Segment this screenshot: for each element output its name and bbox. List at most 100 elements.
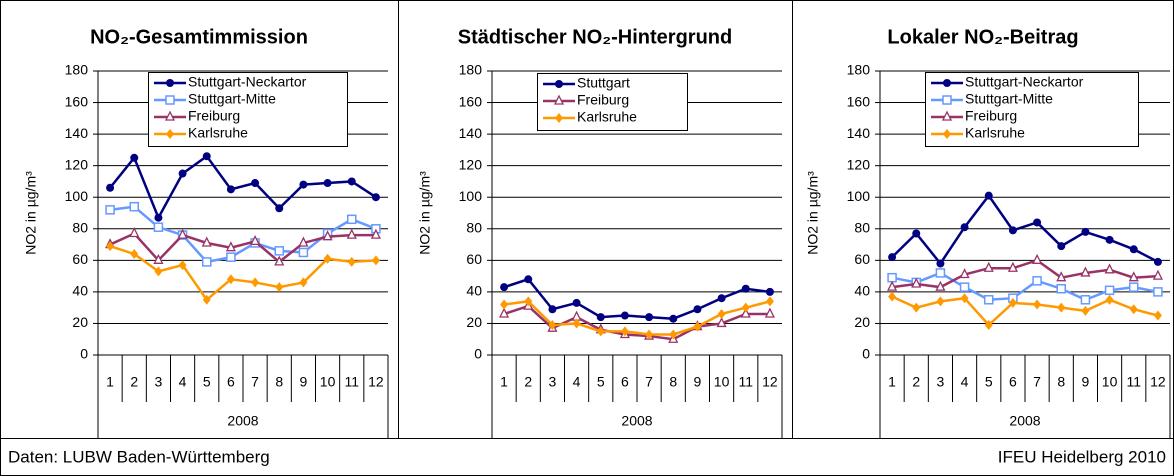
y-tick-label: 0 — [474, 346, 482, 362]
x-tick-label: 2 — [130, 374, 138, 390]
marker — [960, 223, 969, 232]
marker — [106, 241, 115, 252]
y-tick-label: 160 — [65, 93, 89, 109]
footer-credit: IFEU Heidelberg 2010 — [998, 447, 1166, 466]
series-line — [503, 300, 771, 336]
marker — [1056, 271, 1067, 282]
marker — [887, 272, 897, 283]
marker — [1080, 266, 1091, 277]
marker — [984, 295, 994, 305]
marker — [555, 80, 563, 88]
marker — [323, 179, 332, 188]
marker — [165, 95, 175, 105]
series-line — [109, 244, 376, 302]
marker — [1032, 276, 1042, 286]
marker — [1129, 304, 1138, 315]
marker — [1129, 245, 1138, 254]
x-tick-label: 3 — [549, 374, 557, 390]
x-tick-label: 5 — [985, 374, 993, 390]
y-tick-label: 140 — [847, 125, 871, 141]
x-tick-label: 3 — [155, 374, 163, 390]
marker — [166, 129, 174, 139]
marker — [1008, 226, 1017, 235]
y-tick-label: 40 — [72, 283, 88, 299]
marker — [716, 316, 727, 328]
series-line — [891, 258, 1158, 289]
x-tick-label: 4 — [573, 374, 581, 390]
marker — [275, 204, 284, 213]
y-axis-label: NO2 in µg/m³ — [805, 171, 821, 255]
marker — [693, 321, 702, 332]
marker — [1056, 283, 1066, 294]
marker — [225, 241, 236, 252]
marker — [983, 261, 994, 272]
marker — [154, 266, 163, 277]
marker — [166, 79, 174, 87]
marker — [935, 280, 946, 291]
marker — [888, 253, 897, 262]
y-tick-label: 160 — [459, 93, 483, 109]
x-tick-label: 2 — [524, 374, 532, 390]
marker — [1104, 263, 1115, 274]
marker — [524, 296, 533, 307]
marker — [322, 230, 333, 241]
marker — [741, 284, 750, 293]
marker — [226, 274, 235, 285]
marker — [500, 299, 509, 310]
x-tick-label: 9 — [300, 374, 308, 390]
marker — [298, 236, 309, 247]
marker — [717, 294, 726, 303]
marker — [553, 94, 565, 105]
marker — [178, 169, 187, 178]
legend-label: Karlsruhe — [188, 125, 248, 141]
marker — [764, 307, 775, 318]
x-tick-label: 1 — [500, 374, 508, 390]
marker — [555, 113, 563, 123]
series-line — [891, 295, 1159, 327]
marker — [251, 179, 260, 188]
marker — [274, 255, 285, 266]
y-tick-label: 60 — [466, 251, 482, 267]
y-tick-label: 180 — [65, 62, 89, 78]
marker — [299, 277, 308, 288]
marker — [572, 318, 581, 329]
x-tick-label: 2 — [912, 374, 920, 390]
y-tick-label: 140 — [65, 125, 89, 141]
marker — [741, 302, 750, 313]
y-tick-label: 160 — [847, 93, 871, 109]
marker — [1033, 218, 1042, 227]
marker — [153, 253, 164, 264]
marker — [765, 287, 774, 296]
y-axis-label: NO2 in µg/m³ — [417, 171, 433, 255]
marker — [645, 329, 654, 340]
marker — [298, 247, 309, 258]
marker — [960, 293, 969, 304]
marker — [347, 177, 356, 186]
legend-label: Freiburg — [188, 108, 240, 124]
series-line — [109, 231, 376, 264]
marker — [1104, 285, 1115, 296]
y-tick-label: 120 — [65, 156, 89, 172]
marker — [959, 268, 970, 279]
y-tick-label: 100 — [847, 188, 871, 204]
marker — [1129, 282, 1139, 292]
y-tick-label: 80 — [72, 219, 88, 235]
legend-label: Karlsruhe — [577, 109, 637, 125]
marker — [943, 129, 951, 139]
x-tick-label: 10 — [320, 374, 336, 390]
marker — [129, 227, 140, 238]
series-line — [891, 193, 1159, 266]
marker — [1153, 310, 1162, 321]
x-tick-label: 8 — [1057, 374, 1065, 390]
marker — [1105, 235, 1114, 244]
y-tick-label: 0 — [80, 346, 88, 362]
series-line — [109, 154, 377, 221]
x-tick-label: 7 — [251, 374, 259, 390]
marker — [548, 305, 557, 314]
x-tick-label: 6 — [1009, 374, 1017, 390]
marker — [130, 249, 139, 260]
marker — [202, 257, 212, 267]
marker — [1128, 271, 1139, 282]
marker — [941, 110, 953, 121]
